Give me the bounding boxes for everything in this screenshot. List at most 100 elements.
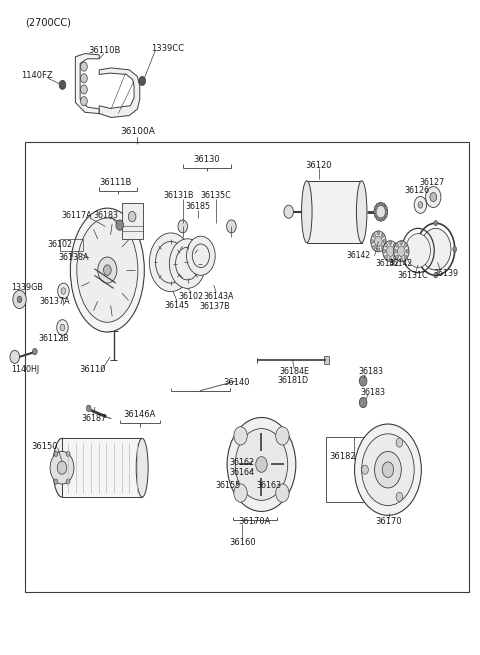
Text: 36142: 36142 xyxy=(388,259,412,268)
Ellipse shape xyxy=(53,438,71,497)
Text: 1339CC: 1339CC xyxy=(151,44,184,53)
Text: 36181D: 36181D xyxy=(277,377,308,386)
Circle shape xyxy=(128,212,136,222)
Circle shape xyxy=(434,272,438,278)
Text: 36146A: 36146A xyxy=(123,411,156,419)
Polygon shape xyxy=(99,68,140,117)
Circle shape xyxy=(81,74,87,83)
Circle shape xyxy=(234,427,247,445)
Circle shape xyxy=(386,246,394,256)
Text: 36170A: 36170A xyxy=(238,517,271,527)
Circle shape xyxy=(379,217,382,221)
Circle shape xyxy=(397,246,405,256)
Circle shape xyxy=(116,220,123,231)
Circle shape xyxy=(372,246,375,250)
Text: 36183: 36183 xyxy=(93,211,118,220)
Circle shape xyxy=(81,97,87,105)
Text: 36187: 36187 xyxy=(82,415,107,423)
Text: 36162: 36162 xyxy=(229,458,254,467)
Circle shape xyxy=(453,247,456,252)
Circle shape xyxy=(57,461,67,474)
Circle shape xyxy=(276,427,289,445)
Circle shape xyxy=(104,265,111,275)
Circle shape xyxy=(234,484,247,502)
Circle shape xyxy=(394,250,396,253)
Text: 36110: 36110 xyxy=(80,365,106,375)
Circle shape xyxy=(256,457,267,472)
Circle shape xyxy=(227,220,236,233)
Text: 36102: 36102 xyxy=(47,240,72,248)
Circle shape xyxy=(17,296,22,303)
Circle shape xyxy=(376,217,379,221)
Circle shape xyxy=(235,428,288,500)
Circle shape xyxy=(61,288,66,294)
Circle shape xyxy=(377,248,380,252)
Text: 36112B: 36112B xyxy=(38,334,69,343)
Circle shape xyxy=(187,236,215,275)
Circle shape xyxy=(58,283,69,299)
Circle shape xyxy=(383,250,385,253)
Circle shape xyxy=(227,417,296,512)
Circle shape xyxy=(381,233,384,237)
Circle shape xyxy=(393,243,396,247)
Circle shape xyxy=(406,250,409,253)
Text: 36140: 36140 xyxy=(223,379,250,388)
Text: 36155: 36155 xyxy=(215,481,240,490)
Circle shape xyxy=(414,196,427,214)
Circle shape xyxy=(404,243,407,247)
Bar xyxy=(307,181,362,243)
Circle shape xyxy=(389,257,392,261)
Text: 36100A: 36100A xyxy=(120,127,155,136)
Circle shape xyxy=(430,193,437,202)
Circle shape xyxy=(66,479,70,484)
Circle shape xyxy=(156,242,186,283)
Ellipse shape xyxy=(77,218,138,322)
Circle shape xyxy=(360,398,367,407)
Circle shape xyxy=(374,206,377,210)
Circle shape xyxy=(420,229,451,270)
Circle shape xyxy=(60,324,65,331)
Circle shape xyxy=(374,236,382,247)
Ellipse shape xyxy=(136,438,148,497)
Circle shape xyxy=(371,240,373,244)
Circle shape xyxy=(362,465,368,474)
Bar xyxy=(62,438,142,497)
Circle shape xyxy=(66,451,70,457)
Circle shape xyxy=(415,247,419,252)
Ellipse shape xyxy=(71,208,144,332)
Text: 36183: 36183 xyxy=(358,367,383,376)
Circle shape xyxy=(377,231,380,235)
Circle shape xyxy=(284,205,293,218)
Text: 36142: 36142 xyxy=(375,259,399,268)
Circle shape xyxy=(86,405,91,411)
Text: 36131C: 36131C xyxy=(397,271,428,280)
Text: 36126: 36126 xyxy=(404,186,429,195)
Text: 36135C: 36135C xyxy=(201,191,231,200)
Circle shape xyxy=(389,241,392,245)
Text: 36117A: 36117A xyxy=(61,211,92,220)
Text: 36150: 36150 xyxy=(31,441,58,451)
Circle shape xyxy=(382,217,385,221)
Ellipse shape xyxy=(357,181,367,243)
Text: 36145: 36145 xyxy=(165,301,190,310)
Text: 36163: 36163 xyxy=(256,481,281,490)
Circle shape xyxy=(276,484,289,502)
Circle shape xyxy=(393,255,396,259)
Text: 36183: 36183 xyxy=(360,388,385,397)
Circle shape xyxy=(384,206,387,210)
Circle shape xyxy=(395,250,398,253)
Text: 36142: 36142 xyxy=(346,252,370,260)
Text: 36137B: 36137B xyxy=(200,302,230,311)
Text: 36138A: 36138A xyxy=(59,253,89,261)
Circle shape xyxy=(50,451,74,484)
Circle shape xyxy=(57,320,68,335)
Circle shape xyxy=(81,85,87,94)
Circle shape xyxy=(149,233,192,291)
Circle shape xyxy=(54,479,58,484)
Circle shape xyxy=(383,241,398,261)
Text: 36185: 36185 xyxy=(186,202,211,211)
Circle shape xyxy=(376,203,379,207)
Circle shape xyxy=(384,255,387,259)
Text: 36143A: 36143A xyxy=(203,291,234,301)
Ellipse shape xyxy=(301,181,312,243)
